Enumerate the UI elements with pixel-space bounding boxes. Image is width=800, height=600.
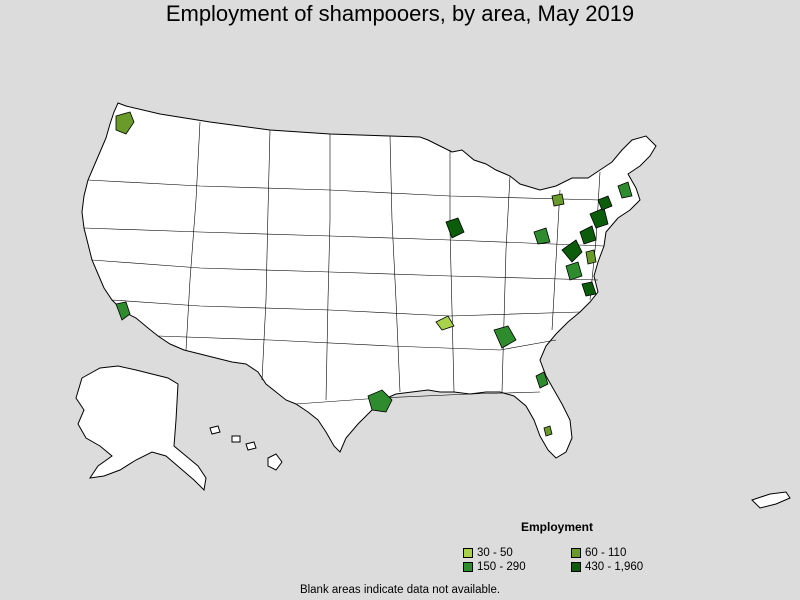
legend-item-30-50: 30 - 50 — [463, 546, 513, 560]
highlighted-areas — [115, 111, 633, 437]
legend-title: Employment — [521, 520, 594, 534]
footnote: Blank areas indicate data not available. — [299, 584, 501, 596]
legend-item-150-290: 150 - 290 — [463, 560, 526, 574]
area-atlanta — [493, 325, 517, 349]
area-jacksonville — [535, 371, 549, 389]
area-norfolk — [585, 249, 597, 265]
hawaii-island — [209, 425, 221, 435]
area-chicago — [445, 217, 465, 239]
area-rochester — [551, 193, 565, 207]
legend-swatch — [571, 548, 581, 558]
area-richmond — [565, 261, 583, 281]
area-boundaries — [83, 121, 605, 405]
legend-label: 30 - 50 — [477, 547, 513, 559]
legend-item-60-110: 60 - 110 — [571, 546, 626, 560]
area-dc-baltimore — [561, 239, 583, 263]
legend-label: 430 - 1,960 — [585, 561, 644, 573]
area-boston — [617, 181, 633, 199]
legend-label: 150 - 290 — [477, 561, 526, 573]
contiguous-us-outline — [81, 102, 657, 459]
legend-swatch — [571, 562, 581, 572]
map-title: Employment of shampooers, by area, May 2… — [165, 1, 635, 26]
puerto-rico-outline — [751, 491, 791, 509]
legend-swatch — [463, 548, 473, 558]
legend-swatch — [463, 562, 473, 572]
alaska-outline — [75, 365, 207, 492]
area-seattle — [115, 111, 135, 135]
area-pittsburgh — [533, 227, 551, 245]
area-florida-small — [543, 425, 553, 437]
area-new-york — [589, 207, 609, 229]
area-virginia-beach — [581, 281, 597, 297]
legend-label: 60 - 110 — [585, 547, 627, 559]
area-los-angeles — [115, 301, 131, 321]
area-houston — [367, 389, 393, 413]
hawaii-island — [267, 453, 283, 471]
legend-item-430-1960: 430 - 1,960 — [571, 560, 643, 574]
hawaii-island — [231, 435, 241, 443]
area-nashville — [435, 315, 455, 331]
hawaii-island — [245, 441, 257, 451]
area-philadelphia — [579, 225, 597, 245]
area-hartford — [597, 195, 613, 211]
